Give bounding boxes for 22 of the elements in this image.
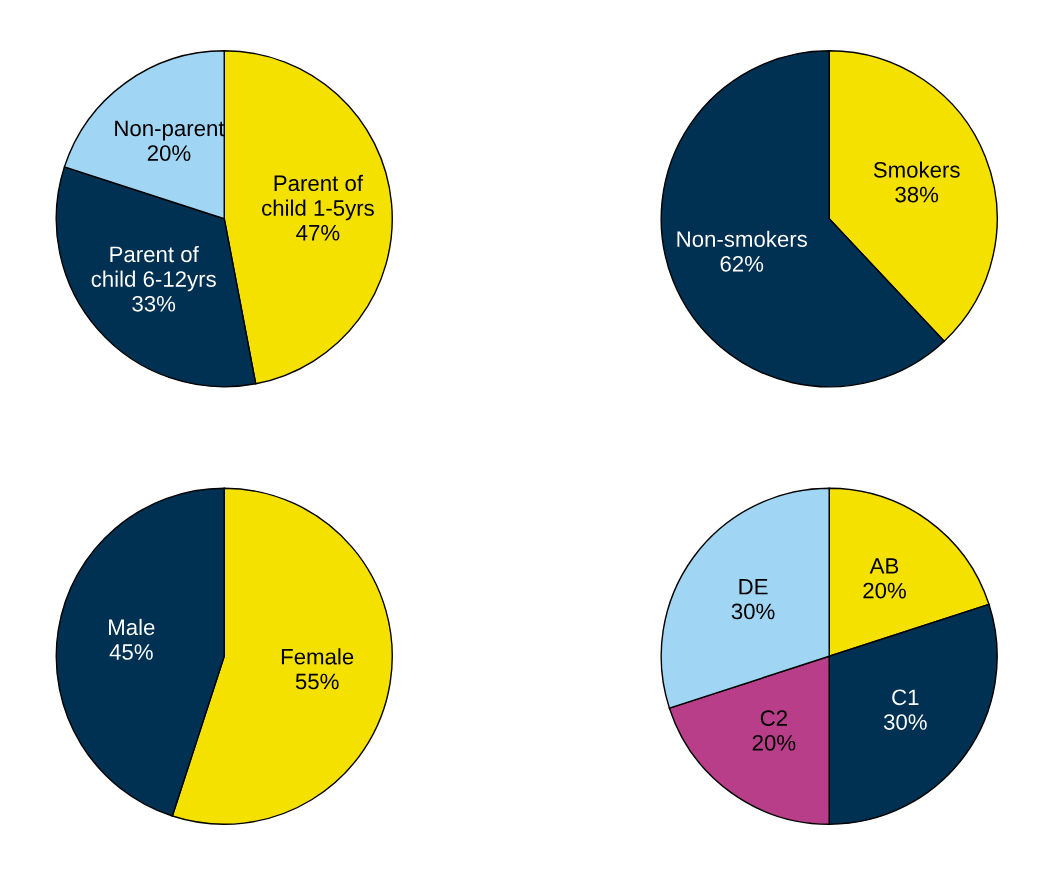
data-label: 33% [132, 295, 176, 312]
slice-label: Male [109, 618, 155, 636]
slice-label: Parent of child 1-5yrs [262, 174, 374, 221]
data-label: 20% [147, 145, 191, 161]
data-label: 30% [883, 714, 927, 730]
slice-label: C2 [760, 710, 787, 726]
data-label: 47% [296, 224, 340, 241]
slice-label: C1 [892, 689, 919, 706]
data-label: 20% [863, 582, 906, 599]
data-label: 55% [295, 673, 339, 690]
slice-label: AB [869, 558, 899, 574]
data-label: 45% [109, 644, 153, 660]
data-label: 62% [720, 255, 764, 272]
data-label: 30% [731, 603, 775, 620]
slice-label: DE [739, 579, 768, 595]
slice-label: Female [281, 648, 354, 665]
data-label: 38% [895, 186, 939, 203]
slice-label: Parent of child 6-12yrs [91, 245, 216, 292]
slice-label: Smokers [873, 161, 960, 178]
data-label: 20% [752, 734, 796, 751]
slice-label: Non-smokers [677, 230, 807, 247]
slice-label: Non-parent [115, 120, 225, 141]
